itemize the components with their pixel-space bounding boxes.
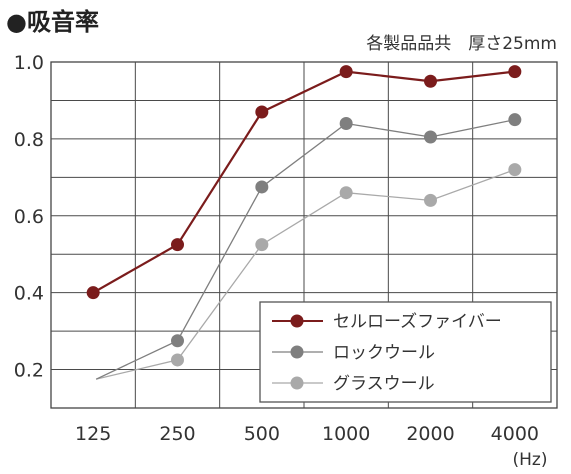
x-tick-label: 250: [159, 423, 195, 445]
series-line: [96, 169, 516, 380]
y-tick-label: 0.4: [14, 283, 44, 305]
legend-label: グラスウール: [333, 374, 435, 394]
tick-labels: 0.2 0.4 0.6 0.8 1.0 125 250 500 1000 2000 4000: [14, 52, 539, 445]
data-point: [508, 163, 522, 177]
data-point: [255, 180, 269, 194]
y-tick-label: 0.8: [14, 129, 44, 151]
data-point: [339, 186, 353, 200]
data-point: [424, 74, 437, 88]
chart-subtitle: 各製品品共 厚さ25mm: [366, 34, 557, 54]
data-point: [424, 130, 437, 144]
legend-marker: [290, 345, 304, 359]
y-tick-label: 0.2: [14, 360, 44, 382]
x-tick-label: 125: [75, 423, 111, 445]
data-point: [508, 113, 522, 127]
series-line: [92, 70, 515, 294]
data-point: [86, 286, 100, 300]
x-axis-unit: (Hz): [513, 450, 548, 470]
data-point: [339, 65, 353, 79]
data-point: [255, 238, 269, 252]
data-point: [171, 353, 184, 367]
x-tick-label: 500: [244, 423, 280, 445]
x-tick-label: 2000: [406, 423, 454, 445]
data-point: [171, 238, 184, 252]
legend-marker: [290, 314, 304, 328]
legend-marker: [290, 376, 304, 390]
chart-title: ●吸音率: [6, 8, 99, 36]
data-point: [255, 105, 269, 119]
data-point: [508, 65, 522, 79]
data-point: [424, 193, 437, 207]
data-point: [171, 334, 184, 348]
y-tick-label: 1.0: [14, 52, 44, 74]
legend-label: セルローズファイバー: [333, 312, 502, 332]
data-point: [339, 117, 353, 131]
y-tick-label: 0.6: [14, 206, 44, 228]
x-tick-label: 4000: [491, 423, 539, 445]
legend-label: ロックウール: [333, 343, 435, 363]
x-tick-label: 1000: [322, 423, 370, 445]
series-line: [95, 119, 515, 380]
series-layer: [86, 65, 522, 380]
